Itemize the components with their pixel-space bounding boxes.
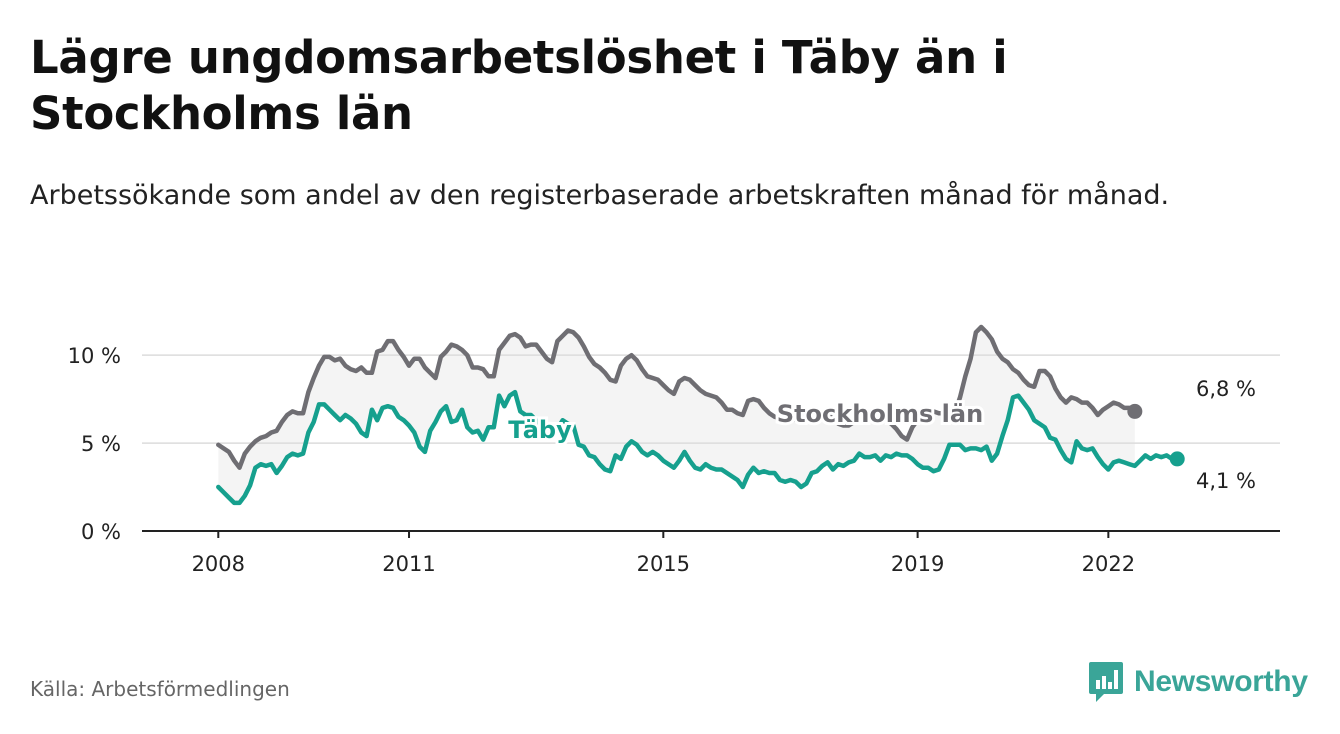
- newsworthy-logo[interactable]: Newsworthy: [1088, 660, 1308, 704]
- range-band: [218, 327, 1135, 503]
- x-tick-label: 2022: [1082, 552, 1135, 576]
- source-note: Källa: Arbetsförmedlingen: [30, 677, 290, 701]
- end-label-stockholm: 6,8 %: [1196, 377, 1256, 401]
- x-tick-label: 2011: [382, 552, 435, 576]
- end-label-taby: 4,1 %: [1196, 469, 1256, 493]
- series-line-stockholm: [216, 324, 1138, 470]
- chart-subtitle: Arbetssökande som andel av den registerb…: [30, 180, 1170, 211]
- y-tick-label: 5 %: [81, 432, 121, 456]
- newsworthy-logo-icon: [1089, 662, 1123, 702]
- end-marker-taby: [1169, 451, 1185, 467]
- end-marker-stockholm: [1127, 403, 1143, 419]
- chart-title: Lägre ungdomsarbetslöshet i Täby än i St…: [30, 31, 1008, 140]
- series-line-taby: [216, 389, 1180, 506]
- brand-name: Newsworthy: [1134, 665, 1308, 698]
- x-tick-label: 2019: [891, 552, 944, 576]
- y-tick-label: 10 %: [68, 344, 121, 368]
- y-tick-label: 0 %: [81, 520, 121, 544]
- x-tick-label: 2008: [192, 552, 245, 576]
- series-label-stockholm: Stockholms län: [777, 400, 983, 428]
- series-label-taby: Täby: [508, 416, 572, 444]
- x-tick-label: 2015: [637, 552, 690, 576]
